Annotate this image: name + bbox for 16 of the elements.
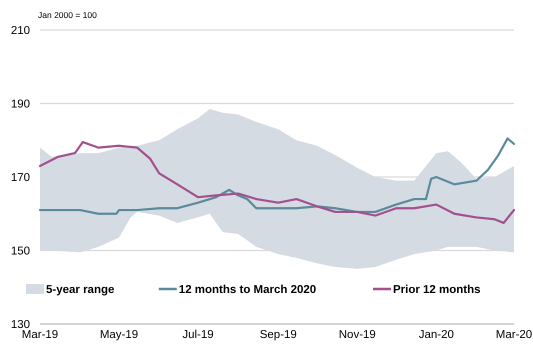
- y-tick-label: 210: [10, 25, 30, 38]
- x-tick-label: May-19: [100, 329, 138, 341]
- legend-label: 12 months to March 2020: [178, 284, 316, 296]
- x-tick-label: Jan-20: [418, 329, 454, 341]
- legend-label: 5-year range: [46, 284, 114, 296]
- y-tick-label: 190: [10, 98, 30, 111]
- x-tick-label: Mar-20: [496, 329, 532, 341]
- x-tick-label: Mar-19: [22, 329, 58, 341]
- y-tick-label: 150: [10, 246, 30, 258]
- x-tick-label: Jul-19: [182, 329, 214, 341]
- y-axis-title: Jan 2000 = 100: [38, 10, 98, 20]
- legend-label: Prior 12 months: [393, 284, 481, 296]
- y-tick-label: 170: [10, 172, 30, 184]
- y-tick-label: 130: [10, 319, 30, 332]
- x-tick-label: Nov-19: [338, 329, 376, 341]
- x-tick-label: Sep-19: [260, 329, 297, 341]
